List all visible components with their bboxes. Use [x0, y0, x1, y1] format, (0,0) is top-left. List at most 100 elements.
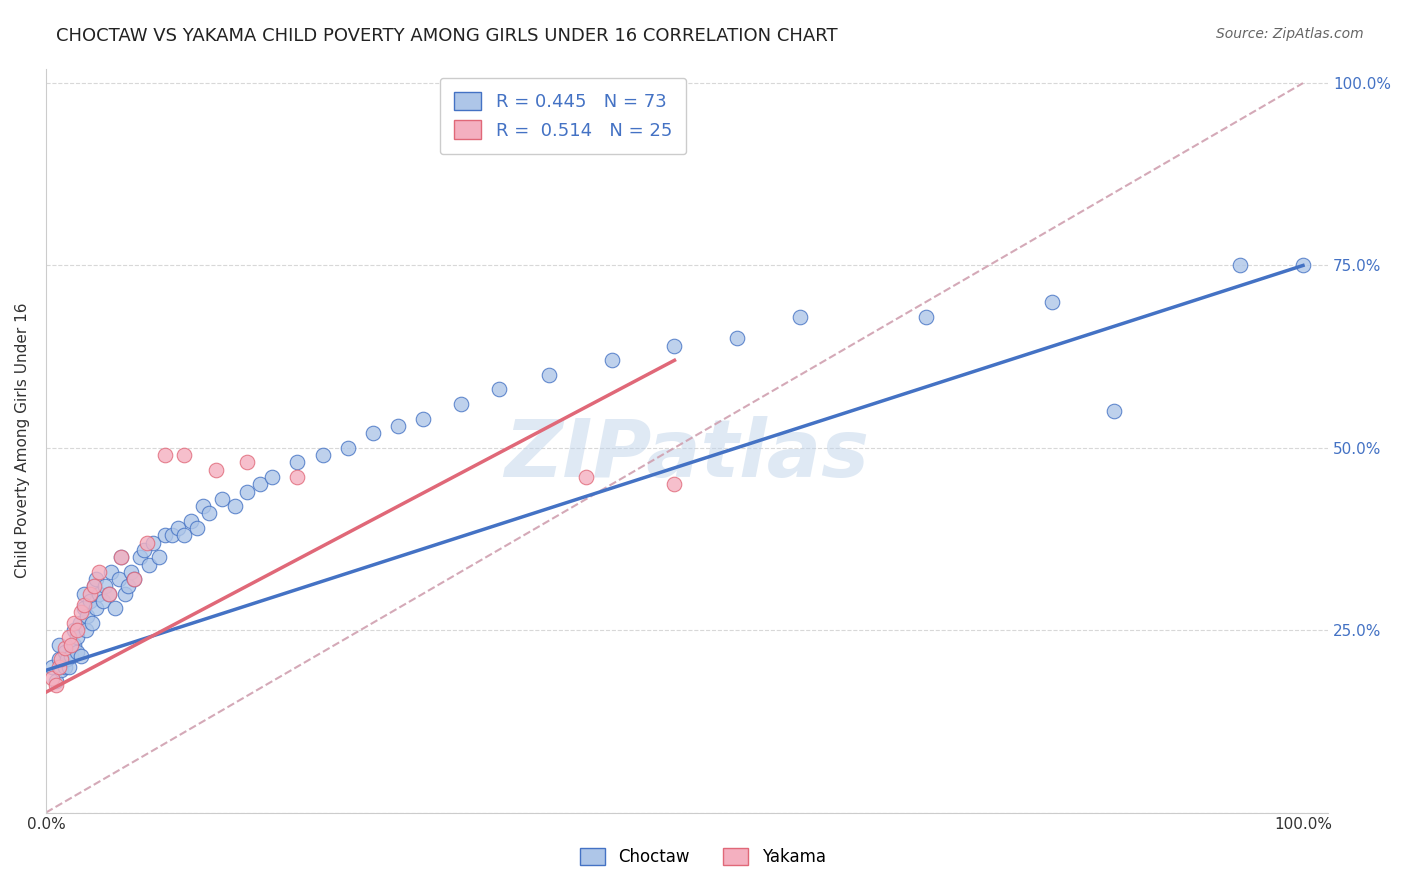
Point [76, 608, 98, 623]
Point [198, 507, 221, 521]
Point [62, 638, 84, 652]
Point [60, 638, 83, 652]
Point [66, 645, 89, 659]
Point [725, 331, 748, 345]
Point [311, 448, 333, 462]
Point [66, 631, 89, 645]
Point [138, 558, 160, 572]
Point [537, 368, 560, 382]
Point [66, 623, 89, 637]
Point [56, 652, 79, 666]
Point [48, 652, 70, 666]
Point [45, 678, 67, 692]
Point [58, 659, 80, 673]
Point [664, 339, 686, 353]
Point [120, 565, 142, 579]
Point [155, 528, 177, 542]
Point [664, 477, 686, 491]
Point [122, 572, 145, 586]
Point [110, 550, 132, 565]
Point [73, 587, 96, 601]
Point [83, 579, 105, 593]
Point [108, 572, 131, 586]
Point [600, 353, 623, 368]
Point [135, 535, 157, 549]
Point [100, 565, 122, 579]
Point [53, 645, 76, 659]
Point [97, 587, 120, 601]
Point [180, 514, 202, 528]
Point [73, 598, 96, 612]
Point [45, 674, 67, 689]
Point [62, 615, 84, 630]
Point [236, 455, 259, 469]
Point [48, 638, 70, 652]
Point [114, 587, 136, 601]
Point [412, 411, 434, 425]
Point [915, 310, 938, 324]
Point [117, 579, 139, 593]
Point [224, 499, 246, 513]
Point [79, 594, 101, 608]
Point [211, 491, 233, 506]
Point [49, 663, 72, 677]
Point [87, 565, 110, 579]
Point [167, 521, 190, 535]
Point [387, 419, 409, 434]
Point [173, 528, 195, 542]
Point [1229, 259, 1251, 273]
Y-axis label: Child Poverty Among Girls Under 16: Child Poverty Among Girls Under 16 [15, 302, 30, 578]
Point [262, 470, 284, 484]
Point [1040, 294, 1063, 309]
Point [82, 615, 104, 630]
Text: CHOCTAW VS YAKAMA CHILD POVERTY AMONG GIRLS UNDER 16 CORRELATION CHART: CHOCTAW VS YAKAMA CHILD POVERTY AMONG GI… [56, 27, 838, 45]
Point [488, 383, 510, 397]
Point [789, 310, 811, 324]
Point [41, 671, 63, 685]
Legend: Choctaw, Yakama: Choctaw, Yakama [572, 840, 834, 875]
Point [70, 648, 93, 663]
Point [104, 601, 127, 615]
Point [53, 641, 76, 656]
Point [155, 448, 177, 462]
Point [575, 470, 598, 484]
Point [361, 426, 384, 441]
Point [186, 521, 208, 535]
Point [236, 484, 259, 499]
Point [53, 659, 76, 673]
Point [122, 572, 145, 586]
Point [91, 594, 114, 608]
Point [73, 601, 96, 615]
Point [60, 648, 83, 663]
Point [450, 397, 472, 411]
Point [1292, 259, 1315, 273]
Point [70, 605, 93, 619]
Point [110, 550, 132, 565]
Point [49, 652, 72, 666]
Point [204, 463, 226, 477]
Point [84, 572, 107, 586]
Point [129, 550, 152, 565]
Text: Source: ZipAtlas.com: Source: ZipAtlas.com [1216, 27, 1364, 41]
Point [75, 623, 97, 637]
Point [94, 579, 117, 593]
Point [287, 470, 309, 484]
Point [173, 448, 195, 462]
Point [142, 535, 165, 549]
Point [160, 528, 183, 542]
Text: ZIPatlas: ZIPatlas [505, 417, 869, 494]
Point [87, 587, 110, 601]
Legend: R = 0.445   N = 73, R =  0.514   N = 25: R = 0.445 N = 73, R = 0.514 N = 25 [440, 78, 686, 154]
Point [58, 631, 80, 645]
Point [287, 455, 309, 469]
Point [79, 587, 101, 601]
Point [62, 623, 84, 637]
Point [249, 477, 271, 491]
Point [1104, 404, 1126, 418]
Point [148, 550, 170, 565]
Point [97, 587, 120, 601]
Point [336, 441, 359, 455]
Point [132, 543, 155, 558]
Point [83, 579, 105, 593]
Point [41, 659, 63, 673]
